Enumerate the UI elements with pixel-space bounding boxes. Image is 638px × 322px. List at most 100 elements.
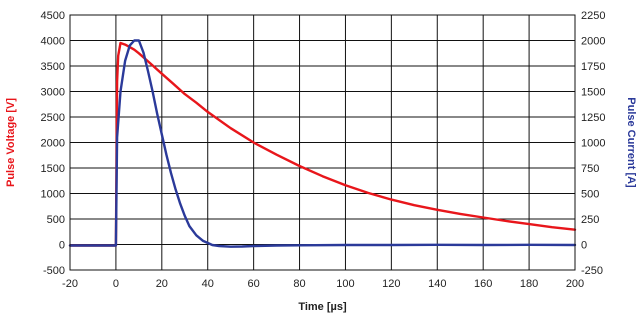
current-data-point xyxy=(528,244,530,246)
voltage-data-point xyxy=(482,216,485,219)
voltage-data-point xyxy=(119,42,122,44)
data-series xyxy=(68,39,577,248)
y-right-tick-label: 1250 xyxy=(581,112,605,124)
voltage-data-point xyxy=(321,175,324,177)
x-axis-title: Time [µs] xyxy=(298,301,347,313)
voltage-data-point xyxy=(528,223,530,225)
y-right-tick-label: -250 xyxy=(581,265,603,277)
voltage-data-point xyxy=(195,101,198,104)
current-data-point xyxy=(184,215,186,217)
voltage-data-point xyxy=(184,93,186,95)
voltage-data-point xyxy=(161,72,163,75)
y-axis-left-title: Pulse Voltage [V] xyxy=(5,98,17,187)
y-right-tick-label: 750 xyxy=(581,163,599,175)
current-data-point xyxy=(147,70,149,72)
y-axis-right-title: Pulse Current [A] xyxy=(625,97,637,188)
y-left-tick-label: -500 xyxy=(43,265,65,277)
y-right-tick-label: 0 xyxy=(581,240,587,252)
x-tick-label: 140 xyxy=(428,278,446,290)
y-right-tick-label: 1750 xyxy=(581,61,605,73)
voltage-data-point xyxy=(298,165,301,167)
y-left-tick-label: 1000 xyxy=(41,189,65,201)
tick-labels: -20 0 20 40 60 80 100 120 140 160 180 200 -500 0 500 10… xyxy=(41,10,606,290)
x-tick-label: 100 xyxy=(336,278,354,290)
current-data-point xyxy=(92,244,94,247)
current-data-point xyxy=(161,133,163,136)
voltage-data-point xyxy=(138,52,140,55)
voltage-data-point xyxy=(133,48,136,51)
current-data-point xyxy=(124,60,126,62)
current-data-point xyxy=(241,245,243,248)
current-data-point xyxy=(138,39,140,42)
voltage-data-point xyxy=(117,55,119,57)
current-data-point xyxy=(174,188,177,191)
y-right-tick-label: 1500 xyxy=(581,87,605,99)
voltage-data-point xyxy=(436,209,439,211)
y-left-tick-label: 3500 xyxy=(41,61,65,73)
y-right-tick-label: 250 xyxy=(581,214,599,226)
voltage-data-point xyxy=(367,192,370,194)
x-tick-label: 40 xyxy=(202,278,214,290)
voltage-data-point xyxy=(413,204,416,206)
current-data-point xyxy=(142,51,145,54)
voltage-data-point xyxy=(149,62,152,65)
y-right-tick-label: 500 xyxy=(581,189,599,201)
voltage-data-point xyxy=(505,220,507,222)
voltage-data-point xyxy=(124,43,126,46)
y-left-tick-label: 2000 xyxy=(41,138,65,150)
voltage-data-point xyxy=(459,213,462,215)
current-data-point xyxy=(156,113,158,115)
y-right-tick-label: 2250 xyxy=(581,10,605,22)
current-data-point xyxy=(188,225,191,227)
current-data-point xyxy=(298,244,301,247)
current-data-point xyxy=(344,244,347,246)
current-data-point xyxy=(151,90,154,93)
x-tick-label: 20 xyxy=(156,278,168,290)
voltage-data-point xyxy=(275,153,278,156)
current-data-point xyxy=(218,245,220,247)
voltage-data-point xyxy=(551,226,553,228)
x-tick-label: 200 xyxy=(566,278,584,290)
y-left-tick-label: 4500 xyxy=(41,10,65,22)
y-left-tick-label: 0 xyxy=(59,240,65,252)
current-data-point xyxy=(229,245,232,248)
voltage-data-point xyxy=(172,83,175,85)
current-data-point xyxy=(115,244,117,247)
voltage-data-point xyxy=(206,111,209,113)
current-data-point xyxy=(202,240,204,242)
current-data-point xyxy=(179,202,181,205)
voltage-data-point xyxy=(252,141,255,144)
y-left-tick-label: 1500 xyxy=(41,163,65,175)
y-right-tick-label: 1000 xyxy=(581,138,605,150)
current-data-point xyxy=(195,234,198,237)
y-left-tick-label: 4000 xyxy=(41,36,65,48)
current-data-point xyxy=(116,136,118,139)
y-left-tick-label: 500 xyxy=(47,214,65,226)
x-tick-label: 160 xyxy=(474,278,492,290)
x-tick-label: -20 xyxy=(62,278,78,290)
x-tick-label: 80 xyxy=(293,278,305,290)
x-tick-label: 0 xyxy=(113,278,119,290)
current-data-point xyxy=(252,245,255,247)
voltage-data-point xyxy=(116,80,118,83)
current-data-point xyxy=(211,244,214,246)
current-data-point xyxy=(133,39,136,42)
voltage-data-point xyxy=(229,127,232,129)
x-tick-label: 120 xyxy=(382,278,400,290)
current-data-point xyxy=(436,244,439,246)
current-data-point xyxy=(170,172,172,174)
y-left-tick-label: 3000 xyxy=(41,87,65,99)
x-tick-label: 60 xyxy=(248,278,260,290)
y-left-tick-label: 2500 xyxy=(41,112,65,124)
current-data-point xyxy=(275,244,278,247)
x-tick-label: 180 xyxy=(520,278,538,290)
current-data-point xyxy=(390,244,393,246)
current-data-point xyxy=(482,244,485,246)
current-data-point xyxy=(165,153,168,156)
voltage-data-point xyxy=(390,198,393,201)
y-right-tick-label: 2000 xyxy=(581,36,605,48)
voltage-data-point xyxy=(344,184,347,187)
voltage-series-line xyxy=(68,41,577,247)
plot-frame xyxy=(69,14,576,271)
